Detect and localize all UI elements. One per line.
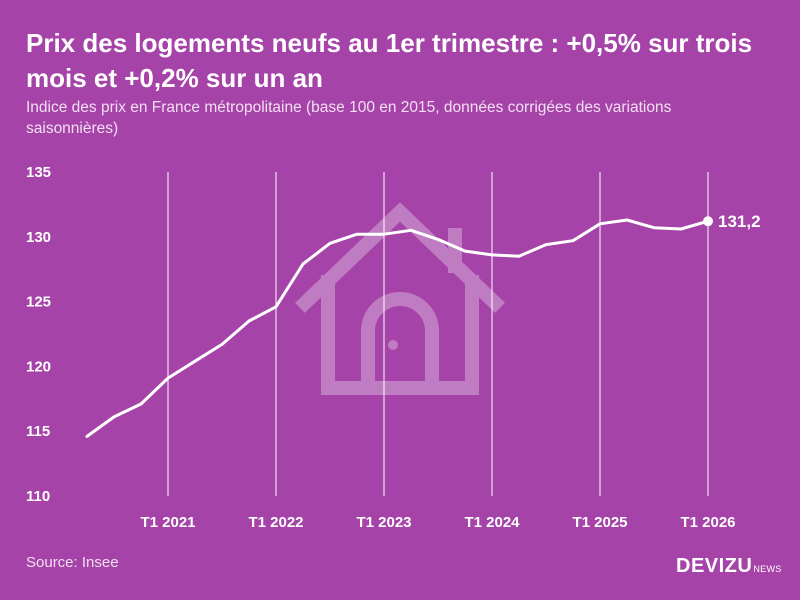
house-icon bbox=[295, 202, 505, 395]
x-tick-label: T1 2024 bbox=[464, 514, 520, 531]
end-point bbox=[703, 216, 713, 227]
series-line bbox=[85, 218, 710, 438]
y-tick-label: 135 bbox=[26, 164, 51, 181]
x-axis: T1 2021 T1 2022 T1 2023 T1 2024 T1 2025 T1 20… bbox=[140, 514, 735, 531]
y-tick-label: 110 bbox=[26, 488, 50, 505]
x-tick-label: T1 2023 bbox=[356, 514, 411, 531]
brand-logo: DEVIZUNEWS bbox=[676, 555, 782, 578]
chart-subtitle: Indice des prix en France métropolitaine… bbox=[26, 99, 672, 137]
end-value-label: 131,2 bbox=[718, 212, 761, 231]
y-axis: 110 115 120 125 130 135 bbox=[26, 164, 51, 505]
gridlines bbox=[167, 172, 709, 496]
x-tick-label: T1 2025 bbox=[572, 514, 627, 531]
y-tick-label: 120 bbox=[26, 358, 51, 375]
brand-name: DEVIZU bbox=[676, 555, 753, 577]
y-tick-label: 130 bbox=[26, 229, 51, 246]
x-tick-label: T1 2026 bbox=[680, 514, 735, 531]
x-tick-label: T1 2021 bbox=[140, 514, 195, 531]
chart-title: Prix des logements neufs au 1er trimestr… bbox=[26, 28, 753, 93]
y-tick-label: 125 bbox=[26, 294, 51, 311]
y-tick-label: 115 bbox=[26, 423, 50, 440]
brand-suffix: NEWS bbox=[753, 564, 782, 574]
source-note: Source: Insee bbox=[26, 554, 119, 571]
x-tick-label: T1 2022 bbox=[248, 514, 303, 531]
